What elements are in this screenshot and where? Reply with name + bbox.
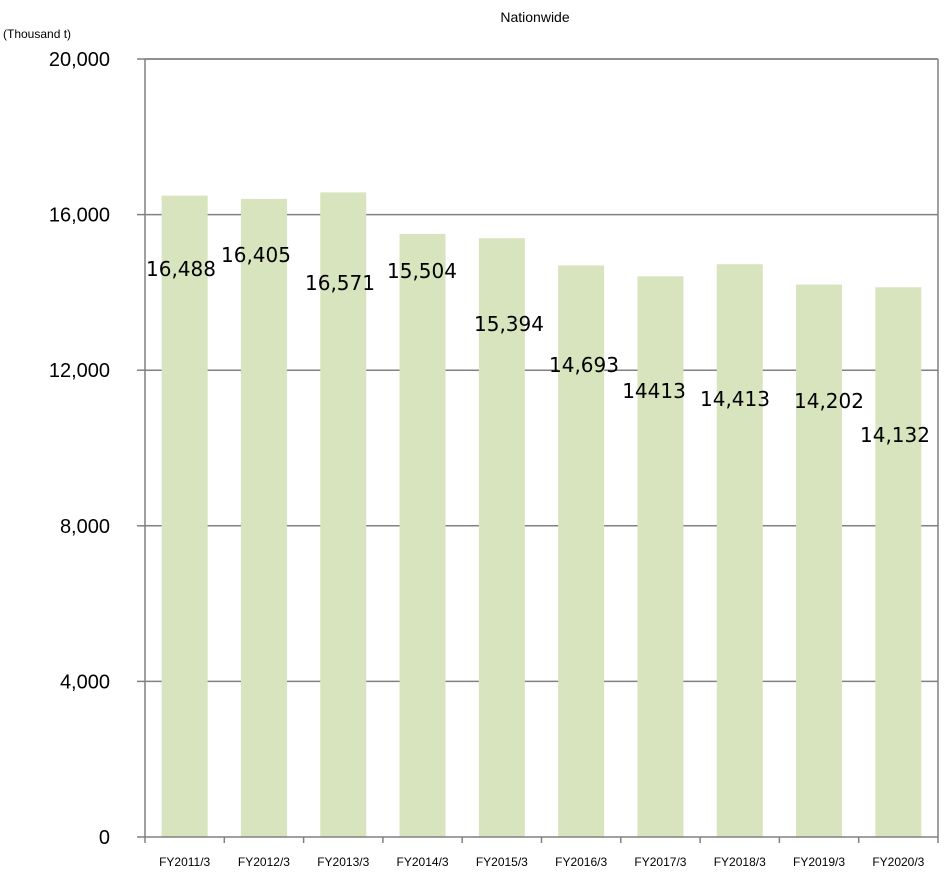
x-tick-label: FY2015/3	[476, 855, 528, 869]
data-label: 14413	[622, 379, 686, 403]
chart-title: Nationwide	[500, 9, 569, 25]
data-label: 14,413	[700, 387, 770, 411]
x-tick-label: FY2012/3	[238, 855, 290, 869]
y-tick-label: 4,000	[60, 671, 110, 693]
bar	[558, 265, 605, 838]
data-label: 15,394	[474, 312, 544, 336]
bar	[320, 192, 367, 837]
data-label: 16,405	[221, 243, 291, 267]
x-tick-label: FY2019/3	[793, 855, 845, 869]
bar	[716, 264, 763, 837]
data-label: 16,488	[146, 257, 216, 281]
y-tick-label: 20,000	[49, 49, 110, 71]
x-tick-label: FY2011/3	[159, 855, 210, 869]
bar	[478, 238, 525, 837]
x-axis-ticks: FY2011/3 FY2012/3 FY2013/3 FY2014/3 FY2015/3…	[159, 855, 925, 869]
bars	[161, 192, 922, 838]
y-tick-label: 16,000	[49, 205, 110, 227]
data-label: 14,202	[794, 389, 864, 413]
data-label: 14,132	[860, 423, 930, 447]
y-tick-label: 8,000	[60, 516, 110, 538]
data-label: 16,571	[305, 271, 375, 295]
bar	[240, 198, 287, 837]
x-tick-label: FY2014/3	[397, 855, 449, 869]
bar	[161, 195, 208, 837]
y-tick-label: 0	[99, 827, 110, 849]
y-axis-unit-label: (Thousand t)	[3, 27, 71, 41]
bar	[796, 284, 843, 837]
x-tick-label: FY2018/3	[714, 855, 766, 869]
data-label: 15,504	[387, 259, 457, 283]
x-tick-label: FY2020/3	[872, 855, 924, 869]
y-tick-label: 12,000	[49, 360, 110, 382]
y-axis-ticks: 0 4,000 8,000 12,000 16,000 20,000	[49, 49, 110, 849]
x-tick-label: FY2016/3	[555, 855, 607, 869]
x-tick-label: FY2013/3	[317, 855, 369, 869]
bar	[637, 276, 684, 837]
axes	[137, 58, 939, 843]
x-tick-label: FY2017/3	[634, 855, 686, 869]
data-label: 14,693	[549, 353, 619, 377]
bar	[875, 287, 922, 837]
bar	[399, 233, 446, 837]
